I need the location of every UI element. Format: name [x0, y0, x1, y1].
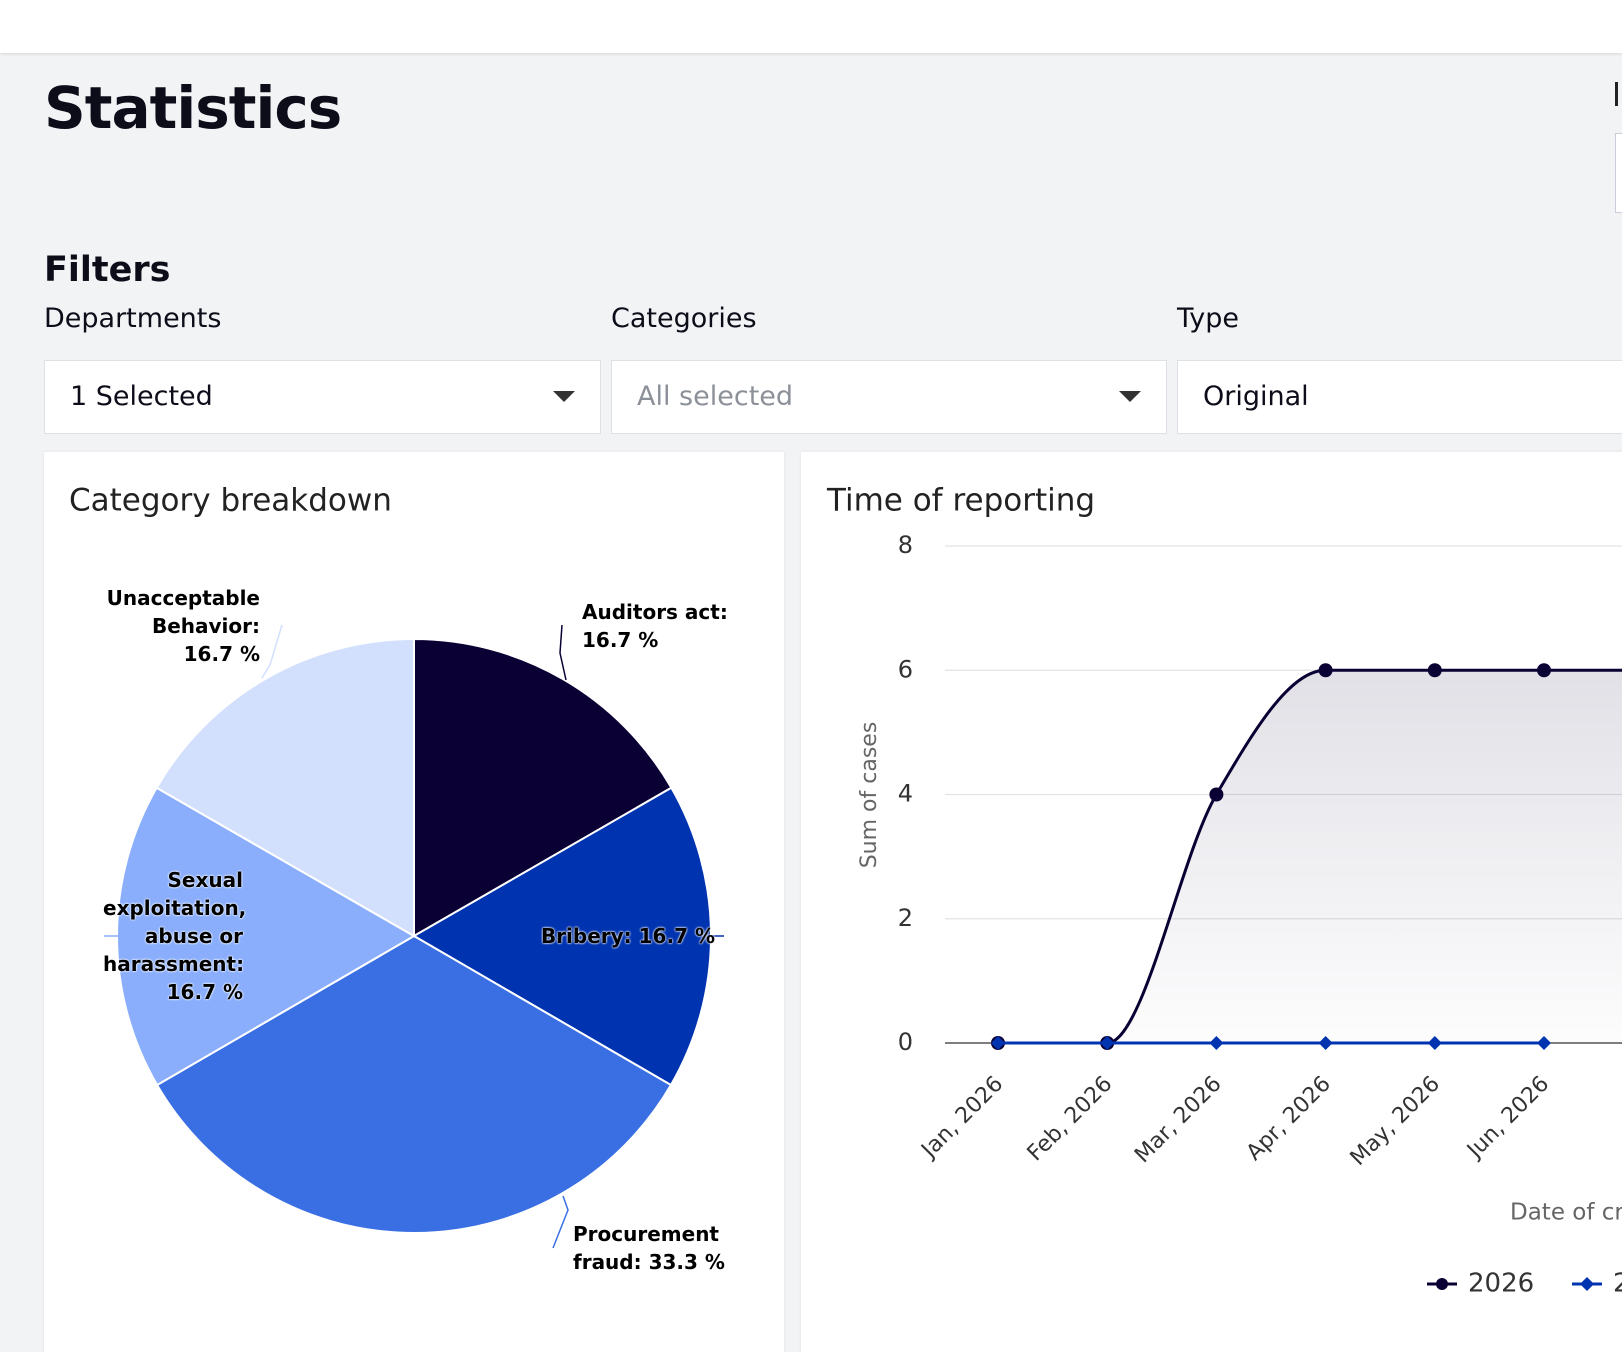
- categories-dropdown[interactable]: All selected: [611, 360, 1167, 434]
- pie-label: Unacceptable Behavior: 16.7 %: [106, 586, 260, 666]
- point: [1427, 1036, 1442, 1050]
- y-axis-label: Sum of cases: [857, 722, 882, 869]
- top-bar: [0, 0, 1622, 53]
- pie-slice: [413, 637, 673, 938]
- point: [1537, 663, 1551, 678]
- legend-marker: [1580, 1277, 1594, 1291]
- x-tick-label: Apr, 2026: [1242, 1072, 1336, 1166]
- cut-off-input[interactable]: [1615, 133, 1622, 213]
- y-tick-label: 4: [898, 780, 913, 808]
- label-connector: [552, 1195, 569, 1249]
- filter-label: Type: [1177, 303, 1240, 334]
- y-tick-label: 2: [898, 904, 913, 932]
- legend-label: 2026: [1468, 1269, 1534, 1299]
- point: [1537, 1036, 1551, 1050]
- label-connector: [559, 624, 567, 681]
- pie-label: Auditors act: 16.7 %: [582, 600, 728, 652]
- filter-label: Departments: [44, 303, 222, 334]
- x-tick-label: Jan, 2026: [916, 1072, 1009, 1165]
- x-axis-label: Date of cr: [1510, 1200, 1622, 1226]
- pie-slice: [155, 934, 673, 1235]
- pie-label: Procurement fraud: 33.3 %: [573, 1222, 725, 1274]
- x-tick-label: Mar, 2026: [1130, 1072, 1227, 1169]
- point: [1427, 663, 1442, 678]
- y-tick-label: 8: [898, 531, 913, 559]
- legend-label: 2025: [1613, 1269, 1622, 1299]
- x-tick-label: May, 2026: [1346, 1072, 1445, 1171]
- page-title: Statistics: [44, 74, 342, 142]
- type-dropdown[interactable]: Original: [1177, 360, 1622, 434]
- dropdown-arrow: [553, 391, 575, 402]
- departments-dropdown[interactable]: 1 Selected: [44, 360, 601, 434]
- pie-label: Bribery: 16.7 %: [540, 924, 715, 948]
- label-connector: [261, 624, 283, 679]
- point: [1100, 1036, 1115, 1050]
- dropdown-value: 1 Selected: [70, 381, 213, 412]
- area: [998, 670, 1622, 1043]
- y-tick-label: 0: [898, 1028, 913, 1056]
- cut-off-element: [1615, 82, 1622, 106]
- pie-slice: [155, 637, 415, 938]
- dropdown-value: All selected: [637, 381, 794, 412]
- y-tick-label: 6: [898, 655, 913, 683]
- point: [1318, 1036, 1333, 1050]
- x-tick-label: Jun, 2026: [1461, 1072, 1554, 1165]
- x-tick-label: Feb, 2026: [1023, 1072, 1118, 1167]
- point: [1209, 787, 1224, 802]
- filter-label: Categories: [611, 303, 757, 334]
- legend-marker: [1436, 1278, 1448, 1290]
- point: [1209, 1036, 1224, 1050]
- dropdown-arrow: [1119, 391, 1141, 402]
- chart-title: Category breakdown: [69, 483, 392, 519]
- dropdown-value: Original: [1203, 381, 1309, 412]
- point: [1318, 663, 1333, 678]
- point: [991, 1036, 1005, 1050]
- pie-label: Sexual exploitation, abuse or harassment…: [103, 868, 247, 1004]
- filters-heading: Filters: [44, 250, 171, 290]
- chart-title: Time of reporting: [826, 483, 1095, 519]
